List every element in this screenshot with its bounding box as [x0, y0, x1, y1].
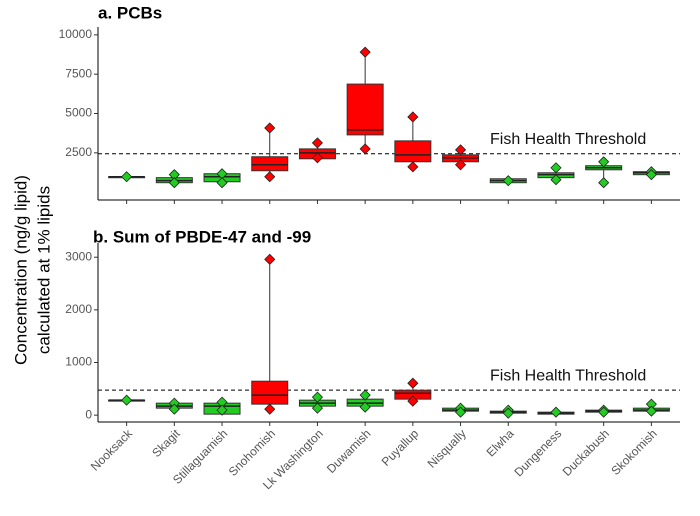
y-tick-label: 7500: [65, 66, 92, 80]
data-point: [502, 175, 514, 187]
data-point: [359, 389, 371, 401]
y-tick-label: 10000: [59, 27, 93, 41]
data-point: [454, 406, 467, 418]
data-point: [407, 161, 419, 173]
x-tick-label: Duckabush: [560, 426, 612, 478]
y-label-line: Concentration (ng/g lipid): [11, 175, 30, 365]
data-point: [550, 174, 562, 186]
data-point: [168, 177, 180, 189]
chart-title: b. Sum of PBDE-47 and -99: [93, 227, 311, 246]
data-point: [598, 156, 610, 168]
y-axis-title: Concentration (ng/g lipid) calculated at…: [11, 175, 53, 365]
y-tick-label: 2500: [65, 145, 92, 159]
data-point: [216, 404, 228, 416]
box: [251, 156, 289, 172]
data-point: [454, 144, 467, 156]
x-tick-label: Duwamish: [324, 426, 374, 476]
data-point: [216, 177, 228, 189]
data-point: [311, 137, 324, 149]
data-point: [264, 403, 276, 415]
data-point: [264, 253, 276, 265]
box: [346, 83, 384, 136]
y-tick-label: 3000: [65, 249, 92, 263]
x-tick-label: Dungeness: [511, 426, 564, 479]
x-tick-label: Elwha: [484, 426, 517, 459]
data-point: [550, 162, 562, 174]
x-tick-label: Skagit: [149, 426, 183, 460]
data-point: [168, 403, 180, 415]
x-tick-label: Nooksack: [88, 426, 136, 474]
data-point: [121, 394, 133, 406]
data-point: [407, 111, 419, 123]
data-point: [121, 171, 133, 183]
data-point: [502, 407, 514, 419]
y-tick-label: 0: [85, 407, 92, 421]
data-point: [407, 395, 419, 407]
data-point: [264, 171, 276, 183]
data-point: [598, 406, 610, 418]
data-point: [550, 406, 562, 418]
data-point: [598, 177, 610, 189]
data-point: [359, 46, 371, 58]
data-point: [311, 402, 324, 414]
x-tick-label: Nisqually: [425, 426, 469, 470]
data-point: [645, 169, 657, 181]
data-point: [407, 377, 419, 389]
box: [394, 140, 432, 163]
data-point: [311, 152, 324, 164]
chart-title: a. PCBs: [98, 3, 162, 22]
y-label-line: calculated at 1% lipids: [34, 186, 53, 354]
data-point: [454, 159, 467, 171]
y-tick-label: 1000: [65, 355, 92, 369]
data-point: [359, 401, 371, 413]
data-point: [359, 143, 371, 155]
data-point: [645, 405, 657, 417]
y-tick-label: 2000: [65, 302, 92, 316]
threshold-label: Fish Health Threshold: [490, 131, 646, 148]
box: [251, 380, 289, 405]
y-tick-label: 5000: [65, 106, 92, 120]
x-tick-label: Puyallup: [379, 426, 422, 469]
x-tick-label: Skokomish: [608, 426, 659, 477]
threshold-label: Fish Health Threshold: [490, 367, 646, 384]
data-point: [264, 122, 276, 134]
data-point: [311, 391, 324, 403]
